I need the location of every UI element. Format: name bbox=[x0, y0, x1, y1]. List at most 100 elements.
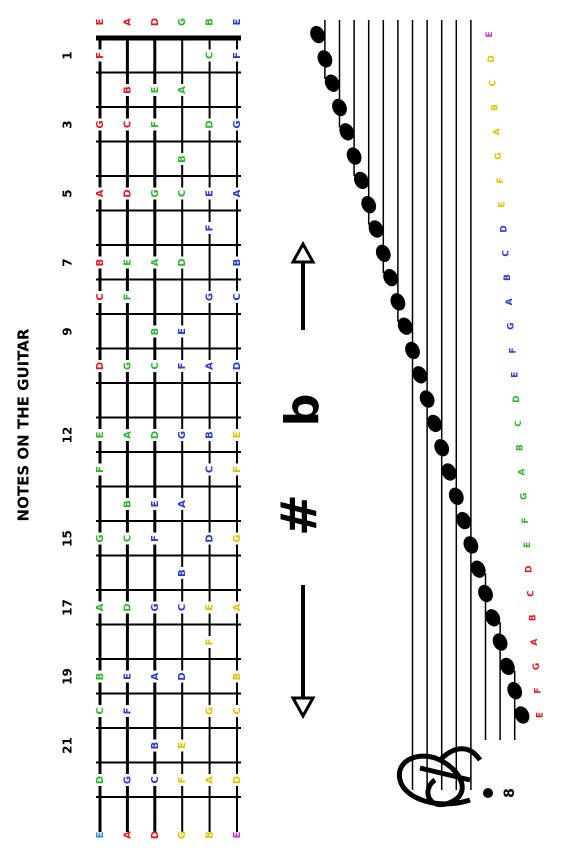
fret-note: B bbox=[205, 431, 216, 439]
note-bg bbox=[94, 187, 106, 200]
note-bg bbox=[121, 532, 134, 545]
arrow-head bbox=[290, 696, 316, 720]
open-string-label: A bbox=[122, 18, 133, 26]
note-bg bbox=[203, 463, 216, 476]
fret-note: B bbox=[232, 259, 243, 267]
fret-note: A bbox=[177, 500, 188, 508]
fret-note: A bbox=[95, 189, 106, 197]
note-head bbox=[470, 560, 486, 578]
note-bg bbox=[121, 291, 134, 303]
fret-note: E bbox=[177, 328, 188, 335]
note-bg bbox=[231, 49, 243, 62]
staff-note-label: F bbox=[534, 688, 544, 694]
note-bg bbox=[231, 705, 243, 717]
staff-note-label: B bbox=[503, 274, 513, 281]
note-bg bbox=[203, 429, 216, 441]
note-head bbox=[463, 536, 479, 554]
note-bg bbox=[203, 222, 216, 234]
fret-note: C bbox=[150, 776, 161, 783]
fret-note: G bbox=[205, 293, 216, 301]
note-bg bbox=[176, 567, 189, 579]
staff-note-label: G bbox=[519, 493, 529, 500]
fret-note: F bbox=[177, 777, 188, 784]
note-head bbox=[397, 317, 413, 335]
note-head bbox=[368, 220, 384, 238]
note-head bbox=[485, 609, 501, 627]
note-bg bbox=[148, 360, 161, 372]
note-bg bbox=[231, 463, 243, 476]
fret-note: C bbox=[95, 293, 106, 300]
fret-note: D bbox=[150, 431, 161, 439]
note-bg bbox=[148, 532, 161, 545]
fret-note: B bbox=[122, 86, 133, 94]
fret-note: E bbox=[122, 259, 133, 266]
staff-note-label: B bbox=[528, 614, 538, 621]
note-bg bbox=[148, 601, 161, 614]
note-head bbox=[419, 390, 435, 408]
note-bg bbox=[231, 774, 243, 786]
note-bg bbox=[121, 498, 134, 510]
fret-note: C bbox=[177, 190, 188, 197]
fret-note: D bbox=[177, 258, 188, 266]
note-bg bbox=[94, 118, 106, 131]
fret-note: G bbox=[177, 431, 188, 439]
note-bg bbox=[176, 84, 189, 96]
note-head bbox=[434, 439, 450, 457]
note-bg bbox=[203, 360, 216, 372]
note-bg bbox=[203, 291, 216, 303]
note-bg bbox=[148, 118, 161, 131]
note-head bbox=[456, 511, 471, 530]
note-head bbox=[346, 147, 362, 165]
staff-note-label: C bbox=[527, 590, 537, 597]
fret-note: E bbox=[177, 742, 188, 749]
fret-note: C bbox=[232, 293, 243, 300]
fret-note: G bbox=[122, 362, 133, 370]
note-bg bbox=[203, 187, 216, 200]
fret-note: D bbox=[95, 776, 106, 784]
note-bg bbox=[176, 153, 189, 165]
note-head bbox=[427, 414, 442, 433]
staff-note-label: A bbox=[518, 468, 528, 475]
note-bg bbox=[203, 49, 216, 62]
note-bg bbox=[121, 84, 134, 96]
treble-clef bbox=[396, 746, 483, 808]
fret-note: D bbox=[205, 120, 216, 128]
note-bg bbox=[231, 532, 243, 545]
fret-note: C bbox=[232, 707, 243, 714]
staff-note-label: E bbox=[523, 542, 533, 548]
note-bg bbox=[148, 187, 161, 200]
note-bg bbox=[148, 670, 161, 683]
note-bg bbox=[176, 325, 189, 338]
note-bg bbox=[94, 463, 106, 476]
note-head bbox=[324, 74, 340, 92]
note-bg bbox=[121, 118, 134, 131]
fret-note: C bbox=[205, 466, 216, 473]
fret-note: A bbox=[232, 603, 243, 611]
fret-number: 15 bbox=[61, 530, 75, 547]
fret-note: G bbox=[150, 189, 161, 197]
note-bg bbox=[121, 774, 134, 786]
note-bg bbox=[94, 49, 106, 62]
note-bg bbox=[94, 601, 106, 614]
open-string-label: D bbox=[150, 18, 161, 26]
fret-note: G bbox=[95, 120, 106, 128]
fret-note: B bbox=[177, 569, 188, 577]
staff-note-label: D bbox=[525, 565, 535, 572]
note-head bbox=[492, 633, 508, 651]
staff-note-label: G bbox=[532, 663, 542, 670]
open-string-label: E bbox=[232, 18, 243, 25]
fret-number: 21 bbox=[61, 737, 75, 754]
fret-note: D bbox=[232, 362, 243, 370]
fret-note: B bbox=[95, 259, 106, 267]
note-bg bbox=[148, 84, 161, 96]
bottom-string-label: A bbox=[122, 831, 133, 839]
fret-number: 9 bbox=[61, 327, 75, 335]
note-head bbox=[354, 171, 369, 190]
note-bg bbox=[94, 291, 106, 303]
bottom-string-label: B bbox=[205, 831, 216, 839]
fret-note: D bbox=[177, 672, 188, 680]
staff-note-label: E bbox=[536, 712, 546, 718]
flat-symbol: b bbox=[276, 394, 330, 427]
fret-note: B bbox=[232, 673, 243, 681]
